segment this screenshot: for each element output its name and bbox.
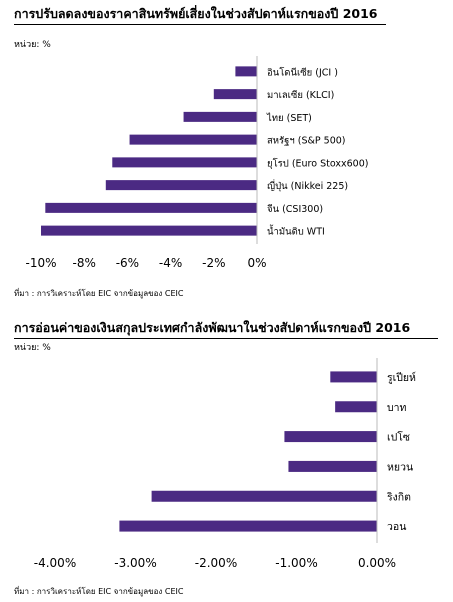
chart2-category-label: รูเปียห์ [387,371,416,384]
chart1-bar [129,134,257,145]
chart2-bar [284,431,377,443]
chart1-tick-label: -2% [202,256,225,270]
chart1-tick-label: -10% [25,256,56,270]
chart1-plot: อินโดนีเซีย (JCI ) มาเลเซีย (KLCI) ไทย (SE… [25,56,368,270]
chart1-bar [112,157,257,168]
chart1-tick-label: -6% [116,256,139,270]
chart1-category-label: น้ำมันดิบ WTI [267,225,325,238]
chart1-category-label: จีน (CSI300) [267,203,324,215]
chart1-bar [41,225,257,236]
chart2-bar [288,460,377,472]
chart2-category-label: บาท [387,402,407,414]
chart2-unit: หน่วย: % [14,343,51,353]
chart1-title: การปรับลดลงของราคาสินทรัพย์เสี่ยงในช่วงส… [14,6,378,21]
chart1-category-label: ไทย (SET) [266,112,312,124]
chart2-title: การอ่อนค่าของเงินสกุลประเทศกำลังพัฒนาในช… [14,320,411,335]
chart1-bar [105,180,257,191]
chart2-category-label: เปโซ [387,431,410,444]
chart2-tick-label: -2.00% [195,556,237,570]
chart1-bar [235,66,257,77]
chart2-tick-label: -4.00% [34,556,76,570]
chart2-title-underline [14,338,438,339]
chart1-bar [213,89,257,100]
chart2-tick-label: -3.00% [114,556,156,570]
chart1-category-label: มาเลเซีย (KLCI) [267,89,334,101]
chart2-tick-label: -1.00% [275,556,317,570]
chart2-category-label: หยวน [387,461,413,473]
chart1-category-label: สหรัฐฯ (S&P 500) [267,136,346,147]
chart1-tick-label: -4% [159,256,182,270]
chart2-category-label: ริงกิต [387,491,411,503]
chart1-tick-label: -8% [73,256,96,270]
chart1-tick-label: 0% [247,256,266,270]
chart2-bar [119,520,378,532]
chart1-bar [45,202,257,213]
chart2-bar [151,490,377,502]
chart1-bar [183,111,257,122]
chart2-bar [330,371,377,383]
chart2-category-label: วอน [387,521,406,533]
chart1-title-underline [14,24,386,25]
chart1-category-label: ญี่ปุ่น (Nikkei 225) [267,179,348,192]
chart1-unit: หน่วย: % [14,40,51,50]
chart2-source: ที่มา : การวิเคราะห์โดย EIC จากข้อมูลของ… [14,587,184,596]
chart2-bar [335,401,377,413]
chart1-category-label: ยุโรป (Euro Stoxx600) [267,157,368,169]
chart1-category-label: อินโดนีเซีย (JCI ) [267,66,338,78]
chart1-source: ที่มา : การวิเคราะห์โดย EIC จากข้อมูลของ… [14,289,184,298]
chart2-tick-label: 0.00% [358,556,396,570]
